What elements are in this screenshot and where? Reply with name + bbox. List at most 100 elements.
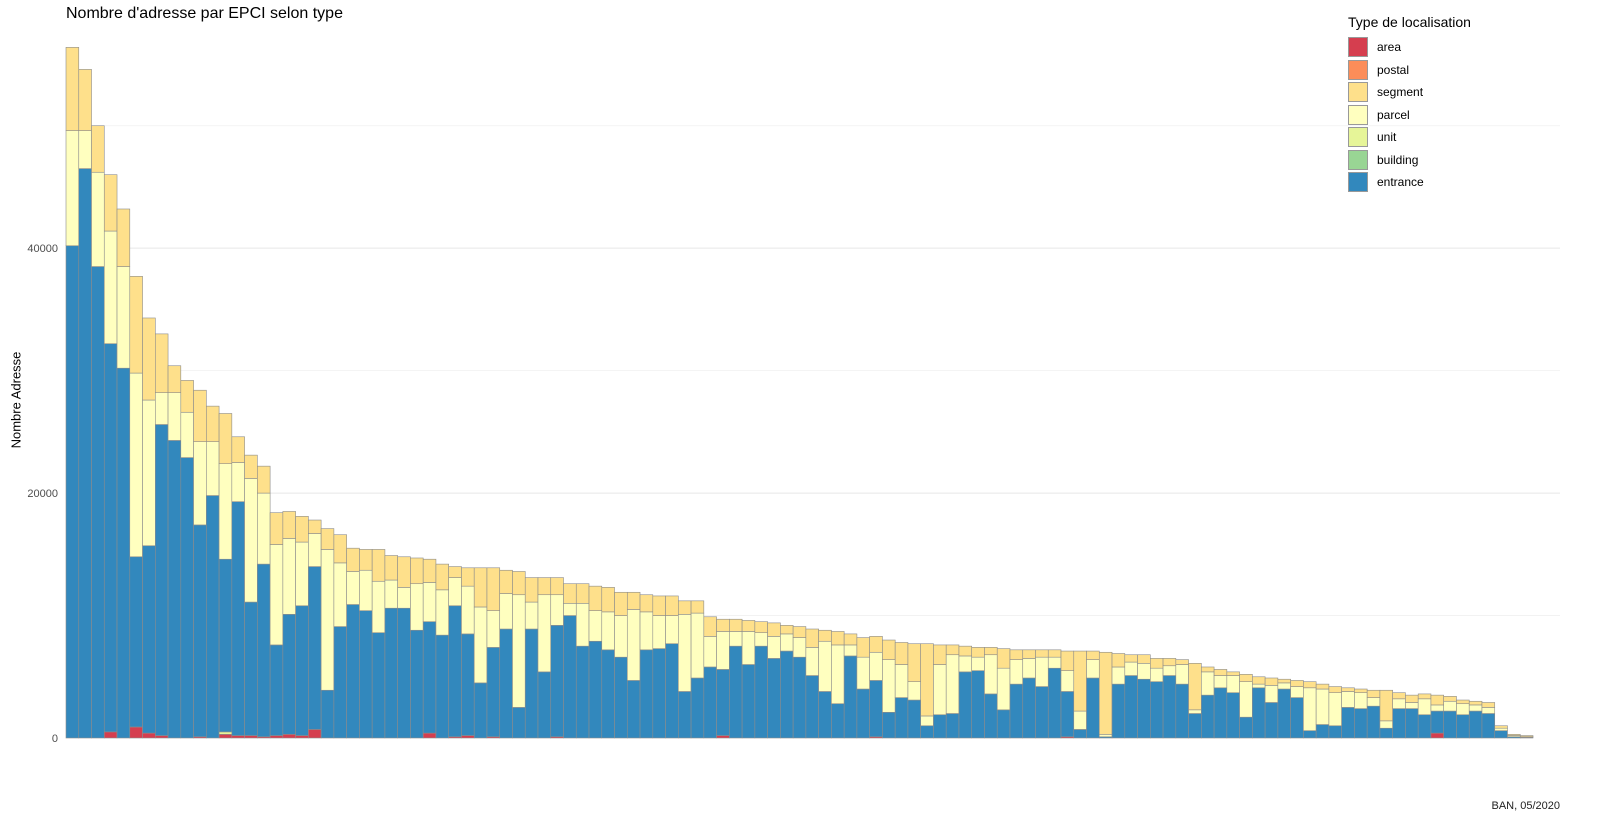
bar-stack [984, 647, 998, 739]
bar-segment-segment [1009, 649, 1024, 660]
bar-segment-segment [1456, 699, 1470, 705]
bar-segment-entrance [1226, 692, 1240, 739]
legend-label: unit [1377, 130, 1397, 145]
bar-segment-segment [1430, 694, 1445, 706]
bar-segment-segment [1252, 676, 1266, 685]
bar-segment-segment [1405, 694, 1419, 703]
bar-segment-segment [741, 620, 756, 632]
bar-segment-entrance [754, 645, 768, 739]
legend-item-segment: segment [1348, 81, 1471, 104]
bar-stack [167, 365, 182, 739]
bar-segment-segment [499, 569, 513, 594]
bar-segment-parcel [831, 644, 845, 705]
legend: Type de localisation area postal segment pa… [1348, 14, 1471, 194]
bar-stack [665, 595, 679, 739]
bar-segment-entrance [295, 605, 309, 736]
bar-stack [1252, 676, 1266, 739]
bar-segment-segment [193, 389, 207, 442]
bar-segment-segment [371, 549, 386, 582]
bar-stack [882, 639, 896, 739]
bar-segment-segment [1277, 678, 1291, 684]
bar-stack [1213, 669, 1228, 739]
bar-segment-entrance [499, 628, 513, 739]
bar-segment-parcel [1137, 662, 1151, 680]
bar-segment-entrance [1111, 683, 1126, 739]
bar-segment-entrance [410, 629, 424, 739]
bar-segment-area [461, 735, 475, 739]
bar-segment-segment [563, 583, 577, 604]
bar-segment-entrance [397, 607, 411, 739]
bar-stack [397, 556, 411, 739]
bar-segment-entrance [958, 671, 973, 739]
bar-segment-entrance [206, 495, 220, 739]
bar-segment-entrance [320, 689, 335, 739]
bar-segment-entrance [690, 677, 705, 739]
legend-label: entrance [1377, 175, 1424, 190]
bar-segment-entrance [231, 501, 245, 736]
bar-segment-entrance [78, 168, 92, 739]
bar-stack [678, 600, 692, 739]
bar-segment-segment [167, 365, 182, 393]
bar-stack [729, 618, 743, 739]
bar-stack [716, 618, 730, 739]
bar-segment-segment [116, 208, 131, 267]
bar-segment-parcel [1341, 691, 1355, 708]
bar-segment-segment [129, 276, 143, 374]
legend-item-area: area [1348, 36, 1471, 59]
bar-segment-segment [1315, 683, 1330, 690]
bar-segment-segment [1175, 659, 1189, 665]
bar-stack [639, 594, 654, 739]
bar-segment-entrance [1417, 714, 1432, 739]
y-tick-labels: 0 20000 40000 [27, 243, 58, 745]
bar-stack [996, 648, 1011, 739]
bar-segment-entrance [116, 367, 131, 739]
bar-segment-segment [882, 639, 896, 660]
bar-stack [1239, 674, 1253, 739]
bar-stack [155, 333, 169, 739]
bar-segment-segment [1137, 654, 1151, 664]
bar-stack [588, 585, 603, 739]
legend-label: postal [1377, 62, 1410, 77]
bar-segment-entrance [1188, 713, 1202, 739]
bar-stack [1494, 725, 1508, 739]
bar-stack [652, 595, 666, 739]
bar-stack [244, 454, 258, 739]
bar-segment-parcel [1315, 688, 1330, 725]
bar-stack [780, 625, 794, 739]
bar-segment-entrance [524, 628, 539, 739]
bar-segment-segment [1086, 650, 1100, 660]
bar-segment-entrance [1073, 729, 1087, 739]
bar-segment-parcel [1354, 692, 1368, 709]
bar-segment-parcel [626, 609, 641, 681]
bar-segment-segment [435, 563, 450, 591]
bar-segment-parcel [1226, 675, 1240, 693]
bar-segment-segment [333, 534, 347, 564]
bar-segment-parcel [1201, 671, 1215, 696]
bar-segment-parcel [512, 594, 526, 708]
bar-stack [1150, 658, 1164, 739]
bar-segment-entrance [1303, 730, 1317, 739]
bar-segment-area [422, 732, 437, 739]
bar-stack [193, 389, 207, 739]
bar-segment-parcel [1060, 670, 1075, 692]
bar-segment-area [142, 732, 156, 739]
bar-segment-parcel [703, 636, 717, 668]
bar-segment-segment [1519, 735, 1534, 738]
bar-segment-entrance [1060, 691, 1075, 738]
bar-segment-parcel [193, 441, 207, 526]
bar-segment-entrance [167, 440, 182, 739]
bar-stack [626, 591, 641, 739]
bar-segment-entrance [575, 645, 590, 739]
bar-stack [1392, 692, 1406, 739]
bar-stack [308, 519, 322, 739]
bar-segment-parcel [1417, 698, 1432, 716]
bar-segment-segment [792, 626, 807, 638]
bar-segment-entrance [473, 682, 488, 739]
bar-segment-parcel [1035, 656, 1049, 687]
bar-stack [65, 47, 80, 739]
bar-segment-parcel [167, 392, 182, 441]
bar-segment-entrance [448, 605, 462, 738]
legend-item-unit: unit [1348, 126, 1471, 149]
bar-segment-parcel [945, 654, 960, 714]
bar-stack [614, 591, 628, 739]
